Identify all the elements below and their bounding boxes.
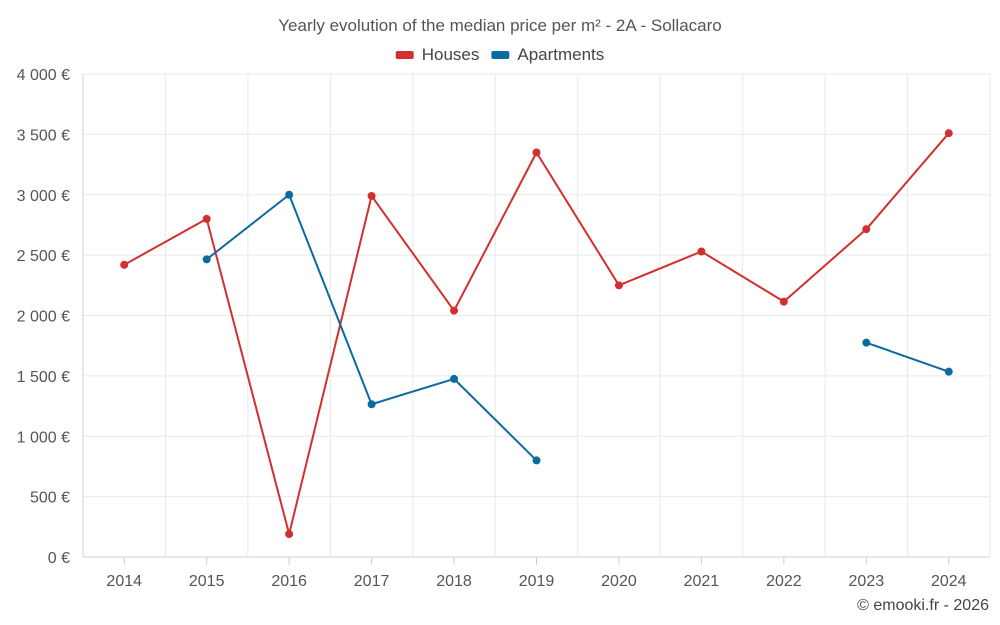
legend-label: Apartments bbox=[517, 45, 604, 64]
series-group bbox=[120, 129, 953, 539]
x-tick-label: 2024 bbox=[931, 573, 967, 590]
y-tick-label: 2 500 € bbox=[17, 248, 70, 265]
data-point[interactable] bbox=[450, 374, 459, 383]
data-point[interactable] bbox=[367, 191, 376, 200]
x-tick-label: 2023 bbox=[849, 573, 885, 590]
x-axis: 2014 2015 2016 2017 2018 2019 2020 2021 2022 2023… bbox=[106, 557, 967, 590]
y-tick-label: 3 500 € bbox=[17, 127, 70, 144]
x-tick-label: 2018 bbox=[436, 573, 472, 590]
credit-text: © emooki.fr - 2026 bbox=[857, 597, 989, 614]
data-point[interactable] bbox=[532, 148, 541, 157]
data-point[interactable] bbox=[367, 400, 376, 409]
series-line bbox=[865, 341, 950, 373]
x-tick-label: 2019 bbox=[519, 573, 555, 590]
legend-item-apartments[interactable]: Apartments bbox=[491, 45, 604, 64]
data-point[interactable] bbox=[202, 214, 211, 223]
legend-swatch bbox=[395, 51, 414, 59]
x-tick-label: 2020 bbox=[601, 573, 637, 590]
x-tick-label: 2021 bbox=[684, 573, 720, 590]
data-point[interactable] bbox=[532, 456, 541, 465]
data-point[interactable] bbox=[450, 306, 459, 315]
y-tick-label: 0 € bbox=[48, 550, 70, 567]
legend-label: Houses bbox=[422, 45, 480, 64]
y-tick-label: 1 500 € bbox=[17, 369, 70, 386]
data-point[interactable] bbox=[944, 129, 953, 138]
y-tick-label: 2 000 € bbox=[17, 309, 70, 326]
series-line bbox=[206, 193, 538, 462]
x-tick-label: 2016 bbox=[271, 573, 307, 590]
y-tick-label: 4 000 € bbox=[17, 67, 70, 84]
data-point[interactable] bbox=[862, 338, 871, 347]
data-point[interactable] bbox=[285, 530, 294, 539]
x-tick-label: 2015 bbox=[189, 573, 225, 590]
series-houses bbox=[120, 129, 953, 539]
data-point[interactable] bbox=[202, 255, 211, 264]
legend[interactable]: Houses Apartments bbox=[395, 45, 605, 64]
x-tick-label: 2014 bbox=[106, 573, 142, 590]
data-point[interactable] bbox=[614, 281, 623, 290]
legend-swatch bbox=[491, 51, 510, 59]
legend-item-houses[interactable]: Houses bbox=[395, 45, 480, 64]
x-tick-label: 2017 bbox=[354, 573, 390, 590]
y-axis: 0 € 500 € 1 000 € 1 500 € 2 000 € 2 500 € 3 00… bbox=[17, 67, 70, 567]
series-apartments bbox=[202, 190, 953, 465]
y-tick-label: 3 000 € bbox=[17, 188, 70, 205]
data-point[interactable] bbox=[120, 260, 129, 269]
data-point[interactable] bbox=[862, 225, 871, 234]
data-point[interactable] bbox=[944, 367, 953, 376]
y-tick-label: 1 000 € bbox=[17, 429, 70, 446]
data-point[interactable] bbox=[697, 247, 706, 256]
y-tick-label: 500 € bbox=[30, 490, 70, 507]
x-tick-label: 2022 bbox=[766, 573, 802, 590]
grid bbox=[82, 73, 991, 558]
chart-title: Yearly evolution of the median price per… bbox=[278, 16, 722, 35]
data-point[interactable] bbox=[285, 190, 294, 199]
data-point[interactable] bbox=[779, 297, 788, 306]
